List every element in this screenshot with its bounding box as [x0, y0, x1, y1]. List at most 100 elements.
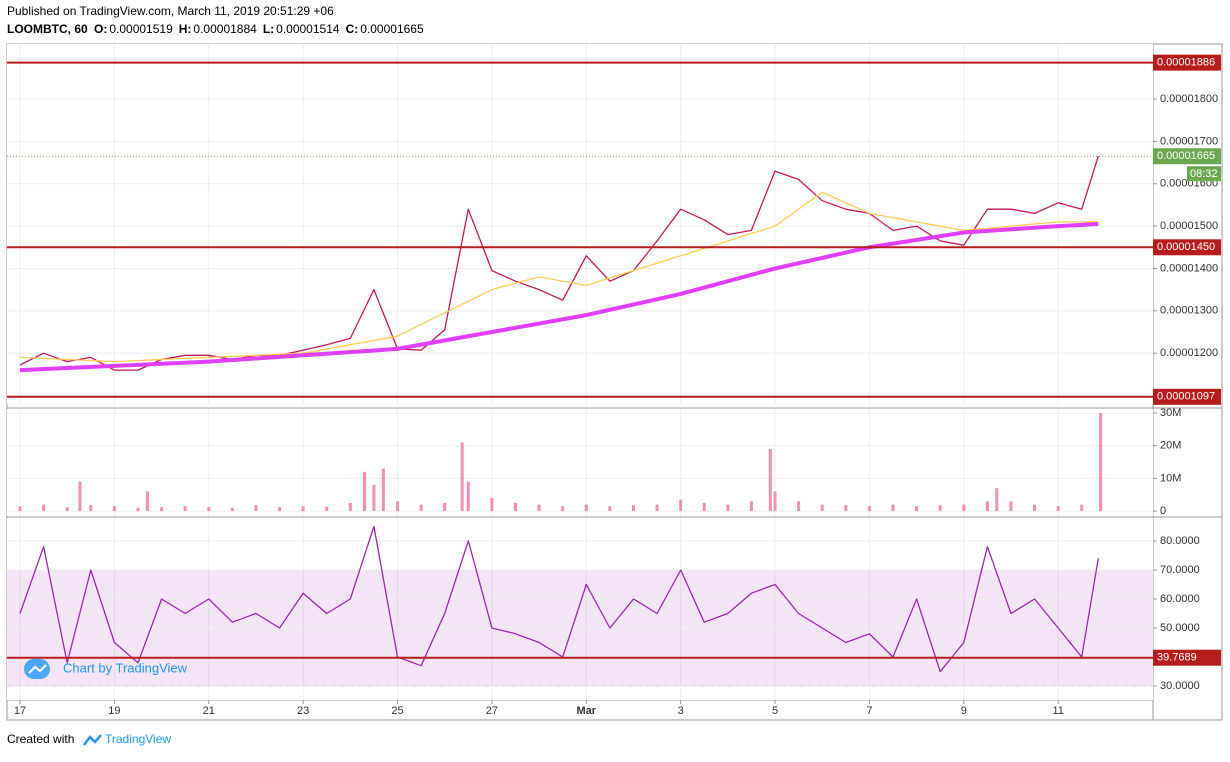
y-tick-label: 0.00001700 [1160, 135, 1218, 147]
volume-bar [230, 507, 234, 512]
symbol: LOOMBTC, 60 [7, 22, 88, 36]
volume-bar [381, 468, 385, 512]
y-tick-label: 10M [1160, 472, 1181, 484]
volume-bar [537, 504, 541, 512]
ohlc-label: C: [346, 22, 359, 36]
volume-bar [207, 506, 211, 512]
volume-bar [348, 502, 352, 512]
volume-bar [490, 498, 494, 512]
x-tick-label: 7 [866, 705, 872, 717]
volume-bar [962, 504, 966, 512]
level-text: 0.00001886 [1157, 57, 1215, 69]
last-price-text: 0.00001665 [1157, 150, 1215, 162]
y-tick-label: 0 [1160, 505, 1166, 517]
volume-bar [362, 471, 366, 512]
volume-bar [820, 504, 824, 512]
x-tick-label: 27 [486, 705, 498, 717]
level-box [1153, 388, 1221, 405]
y-tick-label: 0.00001500 [1160, 220, 1218, 232]
volume-bar [1033, 504, 1037, 512]
y-tick-label: 50.0000 [1160, 622, 1200, 634]
footer-brand[interactable]: TradingView [105, 732, 171, 746]
volume-bar [679, 499, 683, 512]
y-tick-label: 60.0000 [1160, 593, 1200, 605]
y-tick-label: 0.00001800 [1160, 93, 1218, 105]
x-tick-label: 9 [961, 705, 967, 717]
volume-bar [1099, 412, 1103, 512]
ohlc-value: 0.00001884 [193, 22, 257, 36]
published: Published on TradingView.com, March 11, … [7, 4, 334, 18]
rsi-level-text: 39.7689 [1157, 652, 1197, 664]
volume-bar [1080, 504, 1084, 512]
last-price-box [1153, 148, 1221, 165]
volume-bar [1009, 501, 1013, 512]
volume-bar [325, 506, 329, 512]
x-tick-label: 5 [772, 705, 778, 717]
volume-bar [466, 481, 470, 512]
y-tick-label: 80.0000 [1160, 535, 1200, 547]
volume-bar [608, 506, 612, 512]
x-tick-label: 17 [14, 705, 26, 717]
watermark-logo [24, 659, 50, 679]
volume-bar [78, 481, 82, 512]
ohlc: O: 0.00001519 H: 0.00001884 L: 0.00001514 C: 0.… [94, 22, 424, 36]
volume-bar [938, 505, 942, 512]
volume-bar [419, 504, 423, 512]
y-tick-label: 30.0000 [1160, 680, 1200, 692]
series-line [19, 156, 1099, 371]
footer-text: Created with [7, 732, 74, 746]
volume-bar [254, 505, 258, 512]
volume-bar [631, 505, 635, 512]
footer-logo [83, 734, 102, 746]
level-text: 0.00001450 [1157, 241, 1215, 253]
plot: 0.00001200 0.00001300 0.00001400 0.00001500… [7, 44, 1222, 717]
ohlc-label: H: [179, 22, 192, 36]
ohlc-label: L: [263, 22, 274, 36]
volume-bar [42, 504, 46, 512]
volume-bar [768, 448, 772, 512]
volume-bar [995, 488, 999, 512]
volume-bar [145, 491, 149, 512]
watermark: Chart by TradingView [63, 660, 188, 675]
pane-bg [7, 518, 1153, 700]
volume-bar [65, 507, 69, 512]
y-tick-label: 70.0000 [1160, 564, 1200, 576]
level-text: 0.00001097 [1157, 391, 1215, 403]
countdown-box [1187, 166, 1221, 182]
volume-bar [443, 502, 447, 512]
pane-bg [7, 409, 1153, 516]
volume-bar [702, 502, 706, 512]
y-tick-label: 0.00001300 [1160, 305, 1218, 317]
volume-bar [749, 501, 753, 512]
y-tick-label: 30M [1160, 407, 1181, 419]
volume-bar [278, 507, 282, 512]
volume-bar [372, 484, 376, 512]
volume-bar [915, 506, 919, 512]
series-line [19, 191, 1099, 363]
ohlc-value: 0.00001514 [276, 22, 340, 36]
volume-bar [1056, 506, 1060, 512]
x-tick-label: 23 [297, 705, 309, 717]
volume-bar [396, 501, 400, 512]
volume-bar [183, 506, 187, 512]
volume-bar [160, 507, 164, 512]
y-tick-label: 0.00001200 [1160, 347, 1218, 359]
volume-bar [797, 501, 801, 512]
x-tick-label: 25 [391, 705, 403, 717]
volume-bar [18, 506, 22, 512]
volume-bar [112, 506, 116, 512]
volume-bar [985, 501, 989, 512]
rsi-level-box [1153, 649, 1221, 666]
y-tick-label: 20M [1160, 440, 1181, 452]
volume-bar [891, 504, 895, 512]
x-tick-label: 11 [1052, 705, 1063, 717]
volume-bar [561, 506, 565, 512]
volume-bar [867, 506, 871, 512]
volume-bar [584, 504, 588, 512]
volume-bar [726, 504, 730, 512]
y-tick-label: 0.00001400 [1160, 262, 1218, 274]
countdown: 08:32 [1190, 168, 1218, 180]
volume-bar [513, 502, 517, 512]
x-tick-label: 19 [108, 705, 120, 717]
